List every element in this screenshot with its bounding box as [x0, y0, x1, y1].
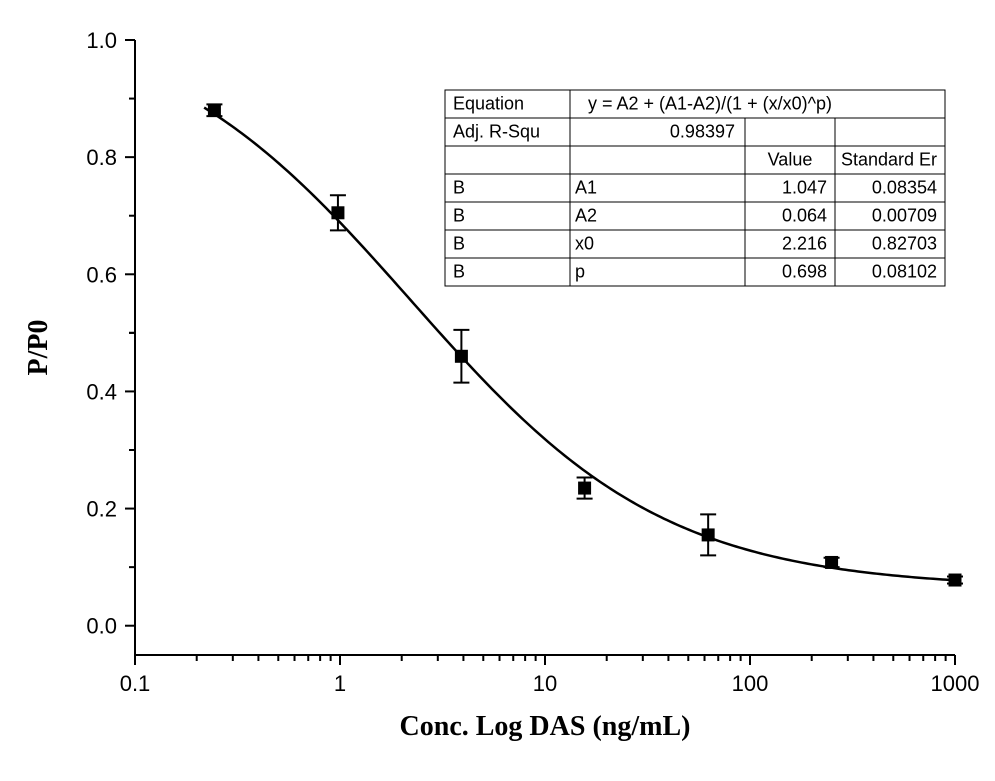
svg-text:Adj. R-Squ: Adj. R-Squ [453, 122, 540, 142]
x-tick-label: 10 [533, 671, 557, 696]
svg-text:Value: Value [768, 150, 813, 170]
svg-text:B: B [453, 262, 465, 282]
y-tick-label: 0.0 [86, 614, 117, 639]
chart-container: 0.0 0.2 0.4 0.6 0.8 1.0 0.1 1 10 100 1000 Conc. Log… [0, 0, 995, 781]
x-tick-label: 1000 [931, 671, 980, 696]
y-tick-label: 0.6 [86, 262, 117, 287]
svg-text:B: B [453, 234, 465, 254]
svg-text:0.08354: 0.08354 [872, 178, 937, 198]
chart-svg: 0.0 0.2 0.4 0.6 0.8 1.0 0.1 1 10 100 1000 Conc. Log… [0, 0, 995, 781]
data-point [702, 529, 714, 541]
svg-text:A1: A1 [575, 178, 597, 198]
svg-text:0.08102: 0.08102 [872, 262, 937, 282]
y-tick-label: 0.8 [86, 145, 117, 170]
data-point [579, 482, 591, 494]
svg-text:1.047: 1.047 [782, 178, 827, 198]
x-tick-label: 0.1 [120, 671, 151, 696]
svg-text:0.98397: 0.98397 [670, 122, 735, 142]
svg-text:Standard Er: Standard Er [841, 150, 937, 170]
svg-text:2.216: 2.216 [782, 234, 827, 254]
data-point [208, 104, 220, 116]
svg-text:B: B [453, 178, 465, 198]
svg-text:B: B [453, 206, 465, 226]
y-axis-label: P/P0 [23, 320, 54, 376]
svg-text:0.82703: 0.82703 [872, 234, 937, 254]
svg-text:p: p [575, 262, 585, 282]
data-point [455, 350, 467, 362]
eq-label: Equation [453, 94, 524, 114]
svg-text:0.064: 0.064 [782, 206, 827, 226]
data-point [826, 556, 838, 568]
y-tick-label: 0.2 [86, 497, 117, 522]
x-axis-label: Conc. Log DAS (ng/mL) [400, 711, 691, 742]
x-tick-label: 1 [334, 671, 346, 696]
data-point [332, 207, 344, 219]
y-tick-label: 1.0 [86, 28, 117, 53]
svg-text:0.698: 0.698 [782, 262, 827, 282]
svg-text:0.00709: 0.00709 [872, 206, 937, 226]
param-table: Equation y = A2 + (A1-A2)/(1 + (x/x0)^p) A… [445, 90, 945, 286]
data-point [949, 574, 961, 586]
svg-text:x0: x0 [575, 234, 594, 254]
x-tick-label: 100 [732, 671, 769, 696]
y-tick-label: 0.4 [86, 379, 117, 404]
eq-text: y = A2 + (A1-A2)/(1 + (x/x0)^p) [588, 94, 832, 114]
svg-text:A2: A2 [575, 206, 597, 226]
